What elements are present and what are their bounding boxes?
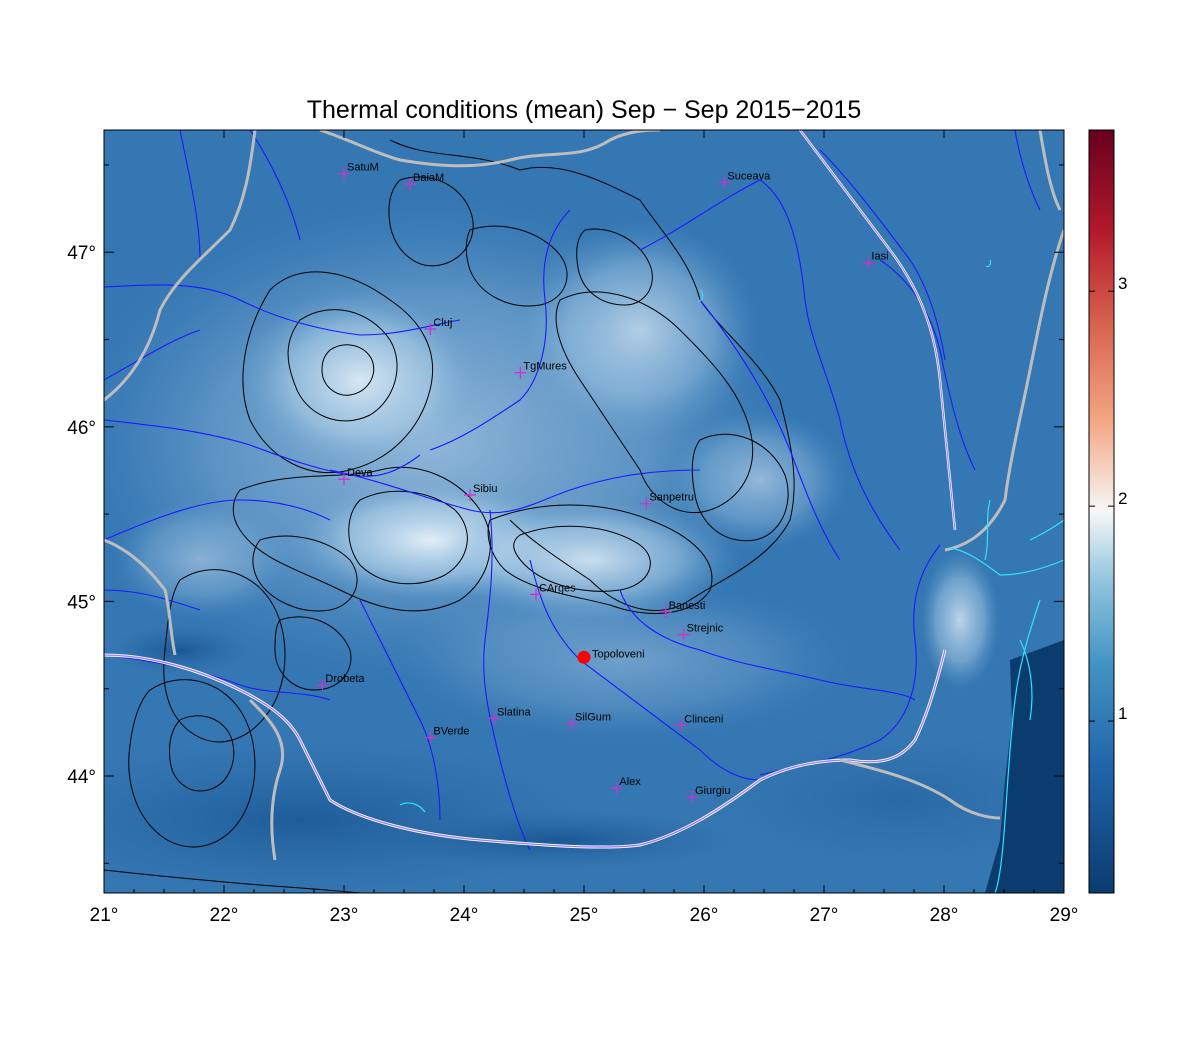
- city-marker: Banesti: [659, 600, 706, 618]
- coastline: [399, 259, 1064, 893]
- highlight-label: Topoloveni: [592, 648, 645, 660]
- x-tick-label: 25°: [570, 905, 599, 926]
- colorbar-gradient: [1088, 129, 1115, 894]
- city-label: Banesti: [669, 600, 706, 612]
- heatmap-field: [104, 130, 1064, 893]
- y-tick-label: 47°: [67, 243, 96, 264]
- city-marker: SatuM: [338, 162, 379, 180]
- city-label: Strejnic: [687, 623, 724, 635]
- city-marker: Deva: [338, 467, 374, 486]
- x-tick-label: 27°: [810, 905, 839, 926]
- city-label: Giurgiu: [695, 785, 730, 797]
- city-label: Deva: [347, 467, 374, 479]
- city-label: BVerde: [433, 726, 469, 738]
- city-marker: Iasi: [862, 251, 889, 269]
- colorbar-ticks: 1 2 3: [1089, 274, 1127, 723]
- colorbar-tick-label: 1: [1118, 704, 1127, 723]
- city-marker: BVerde: [424, 726, 469, 744]
- y-axis: 44° 45° 46° 47°: [67, 164, 1064, 864]
- city-marker: Slatina: [488, 706, 532, 725]
- city-markers: SatuM BaiaM Suceava Iasi Cluj TgMures Deva Sibi…: [316, 162, 889, 803]
- city-marker: CArges: [530, 582, 576, 601]
- danube-border: [104, 130, 957, 849]
- country-borders: [104, 130, 1064, 861]
- city-label: Sibiu: [473, 483, 497, 495]
- city-label: CArges: [539, 582, 576, 594]
- city-marker: Suceava: [718, 170, 771, 189]
- y-tick-label: 45°: [67, 592, 96, 613]
- colorbar: 1 2 3: [1088, 129, 1127, 894]
- city-marker: SilGum: [566, 712, 611, 730]
- city-marker: Strejnic: [677, 623, 724, 641]
- colorbar-tick-label: 3: [1118, 274, 1127, 293]
- city-label: TgMures: [523, 361, 567, 373]
- x-tick-label: 21°: [90, 905, 119, 926]
- x-tick-label: 29°: [1050, 905, 1079, 926]
- city-marker: BaiaM: [404, 172, 444, 191]
- x-tick-label: 22°: [210, 905, 239, 926]
- y-tick-label: 46°: [67, 418, 96, 439]
- city-label: Slatina: [497, 706, 532, 718]
- highlight-dot: [577, 650, 591, 664]
- colorbar-tick-label: 2: [1118, 489, 1127, 508]
- x-tick-label: 23°: [330, 905, 359, 926]
- map-title: Thermal conditions (mean) Sep − Sep 2015…: [307, 96, 862, 124]
- x-tick-label: 26°: [690, 905, 719, 926]
- city-marker: Clinceni: [675, 713, 723, 732]
- city-label: Clinceni: [684, 713, 723, 725]
- city-label: Suceava: [727, 170, 771, 182]
- x-tick-label: 28°: [930, 905, 959, 926]
- city-marker: Alex: [610, 776, 641, 795]
- city-marker: Sanpetru: [640, 492, 694, 510]
- city-label: Cluj: [433, 317, 452, 329]
- city-marker: TgMures: [514, 361, 567, 379]
- city-marker: Drobeta: [316, 673, 365, 692]
- city-marker: Giurgiu: [686, 785, 730, 803]
- city-label: Iasi: [871, 251, 888, 263]
- city-label: Drobeta: [325, 673, 365, 685]
- city-label: Alex: [619, 776, 641, 788]
- y-tick-label: 44°: [67, 767, 96, 788]
- city-label: SatuM: [347, 162, 379, 174]
- highlight-location: Topoloveni: [577, 648, 645, 664]
- x-tick-label: 24°: [450, 905, 479, 926]
- city-marker: Cluj: [424, 317, 452, 336]
- x-axis: 21° 22° 23° 24° 25° 26° 27° 28° 29°: [90, 130, 1079, 926]
- city-label: BaiaM: [413, 172, 444, 184]
- city-marker: Sibiu: [464, 483, 497, 501]
- city-label: SilGum: [575, 712, 611, 724]
- city-label: Sanpetru: [649, 492, 694, 504]
